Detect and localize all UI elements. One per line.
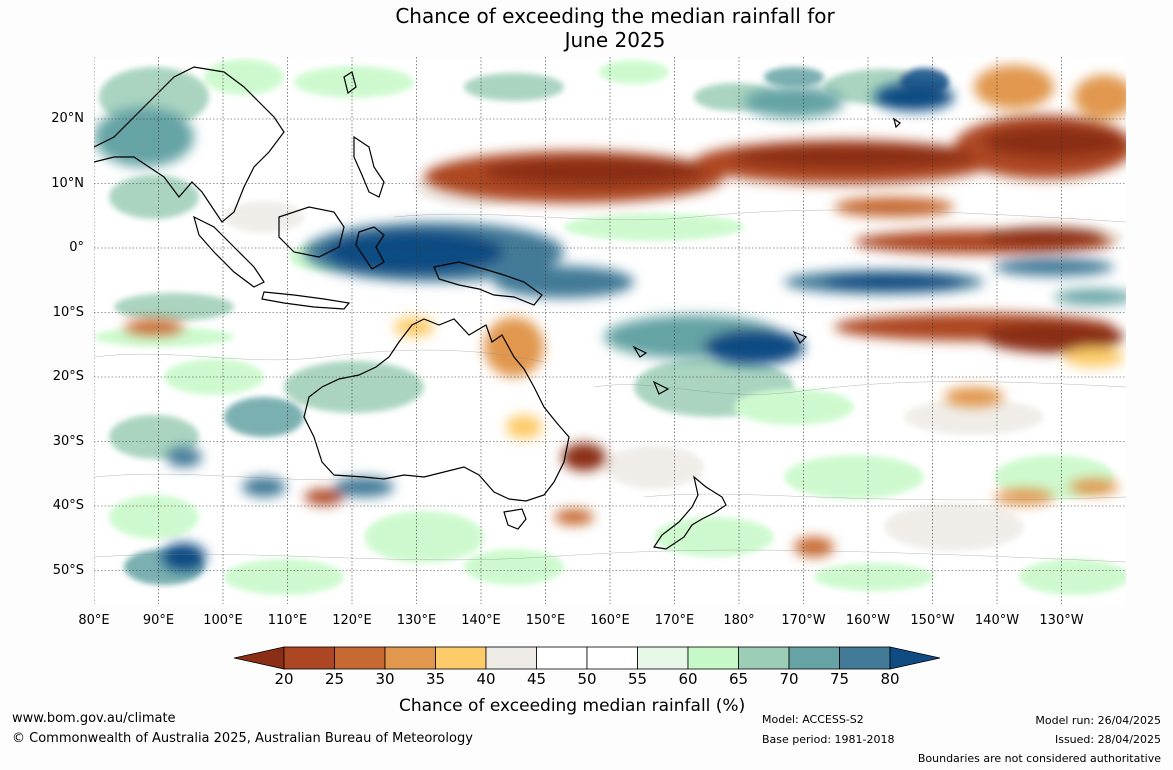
colorbar-tick-label: 65 [728, 670, 749, 688]
colorbar-segment [435, 646, 487, 670]
colorbar-tick-label: 40 [476, 670, 496, 688]
longitude-label: 150°E [525, 613, 566, 628]
graticule [94, 57, 1126, 604]
latitude-label: 40°S [52, 498, 84, 513]
colorbar-segment [687, 646, 739, 670]
colorbar-low-extension [234, 646, 285, 670]
contour-lines [94, 209, 1126, 563]
longitude-label: 110°E [267, 613, 308, 628]
australia-outline [303, 318, 570, 502]
longitude-label: 80°E [78, 613, 110, 628]
colorbar-high-extension [889, 646, 940, 670]
colorbar-title: Chance of exceeding median rainfall (%) [399, 696, 746, 716]
latitude-label: 50°S [52, 562, 84, 578]
longitude-label: 140°W [974, 613, 1020, 628]
issued-text: Issued: 28/04/2025 [1054, 733, 1161, 746]
map-area [94, 57, 1126, 604]
colorbar-tick-label: 20 [274, 670, 294, 688]
colorbar-segment [738, 646, 790, 670]
asia-mainland-outline [94, 66, 285, 223]
colorbar-segment [334, 646, 386, 670]
longitude-label: 130°E [396, 613, 437, 628]
website-link[interactable]: www.bom.gov.au/climate [12, 711, 176, 726]
longitude-label: 90°E [142, 613, 175, 628]
colorbar-tick-label: 75 [829, 670, 850, 688]
colorbar-segment [283, 646, 335, 670]
longitude-label: 100°E [203, 613, 243, 628]
colorbar-tick-label: 50 [577, 670, 597, 688]
latitude-label: 30°S [52, 433, 84, 449]
anomaly-features [94, 65, 1126, 571]
borneo-outline [278, 206, 345, 258]
latitude-label: 0° [69, 240, 84, 255]
colorbar-segment [788, 646, 840, 670]
philippines-outline [353, 135, 385, 198]
java-outline [261, 291, 351, 310]
colorbar-tick-label: 55 [627, 670, 648, 688]
colorbar-tick-label: 60 [678, 670, 698, 688]
latitude-label: 20°S [52, 369, 84, 384]
sumatra-outline [193, 215, 265, 288]
title-line-2: June 2025 [564, 28, 666, 52]
new-zealand-outline [652, 475, 727, 550]
longitude-label: 170°E [654, 613, 695, 628]
latitude-label: 10°N [51, 175, 84, 191]
colorbar-segment [586, 646, 638, 670]
colorbar-segment [839, 646, 891, 670]
latitude-label: 10°S [52, 304, 84, 320]
colorbar-tick-label: 70 [779, 670, 799, 688]
base-period-text: Base period: 1981-2018 [762, 733, 895, 746]
colorbar-segment [637, 646, 689, 670]
longitude-label: 120°E [332, 613, 372, 628]
title-line-1: Chance of exceeding the median rainfall … [395, 4, 835, 28]
map-svg [94, 57, 1126, 604]
longitude-label: 180° [723, 613, 755, 628]
colorbar-tick-label: 35 [425, 670, 446, 688]
colorbar-tick-label: 80 [880, 670, 900, 688]
colorbar-tick-label: 25 [324, 670, 345, 688]
colorbar-tick-label: 30 [375, 670, 395, 688]
colorbar-tick-label: 45 [526, 670, 547, 688]
colorbar-segment [536, 646, 588, 670]
disclaimer-text: Boundaries are not considered authoritat… [917, 752, 1161, 765]
coastlines [94, 66, 901, 550]
latitude-label: 20°N [51, 111, 84, 126]
longitude-label: 170°W [781, 613, 826, 628]
tasmania-outline [503, 508, 527, 530]
map-title: Chance of exceeding the median rainfall … [0, 4, 1173, 52]
colorbar-segment [485, 646, 537, 670]
longitude-label: 140°E [461, 613, 501, 628]
longitude-label: 160°W [845, 613, 891, 628]
longitude-label: 160°E [590, 613, 630, 628]
copyright-text: © Commonwealth of Australia 2025, Austra… [12, 731, 473, 746]
model-text: Model: ACCESS-S2 [762, 713, 864, 726]
new-guinea-outline [433, 261, 543, 306]
colorbar [234, 646, 940, 670]
sulawesi-outline [355, 226, 385, 270]
longitude-label: 150°W [910, 613, 955, 628]
colorbar-segment [384, 646, 436, 670]
model-run-text: Model run: 26/04/2025 [1035, 714, 1161, 727]
longitude-label: 130°W [1039, 613, 1084, 628]
